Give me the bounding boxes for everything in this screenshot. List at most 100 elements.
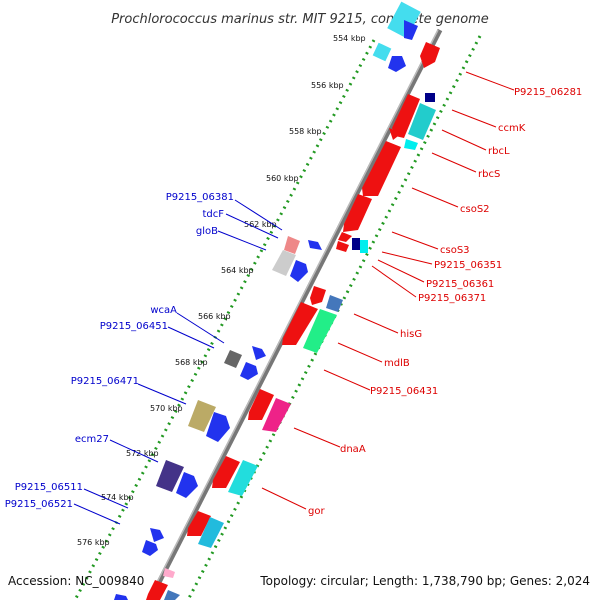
- gene-arrow[interactable]: [362, 141, 401, 196]
- gene-arrow[interactable]: [389, 128, 402, 140]
- gene-block[interactable]: [224, 350, 242, 368]
- leader-line: [371, 265, 417, 298]
- gene-block[interactable]: [360, 240, 368, 253]
- right-gene-labels: P9215_06281 ccmK rbcL rbcS csoS2 csoS3 P…: [308, 87, 582, 517]
- gene-arrow[interactable]: [206, 412, 230, 442]
- gene-label[interactable]: ccmK: [498, 123, 526, 134]
- leader-line: [465, 71, 515, 91]
- tick-label: 562 kbp: [244, 220, 277, 229]
- gene-label[interactable]: wcaA: [150, 305, 177, 316]
- leader-line: [234, 199, 283, 231]
- gene-label[interactable]: P9215_06511: [15, 482, 83, 493]
- gene-arrow[interactable]: [338, 232, 352, 242]
- gene-arrow[interactable]: [212, 456, 240, 488]
- gene-block[interactable]: [272, 250, 296, 276]
- gene-block[interactable]: [164, 590, 180, 600]
- gene-label[interactable]: P9215_06521: [5, 499, 73, 510]
- tick-labels: 554 kbp 556 kbp 558 kbp 560 kbp 562 kbp …: [77, 34, 366, 547]
- gene-block[interactable]: [326, 295, 343, 312]
- gene-arrow[interactable]: [187, 511, 211, 536]
- gene-block[interactable]: [404, 139, 418, 150]
- gene-block[interactable]: [372, 42, 392, 62]
- leader-line: [441, 129, 487, 151]
- gene-label[interactable]: P9215_06361: [426, 279, 494, 290]
- leader-line: [381, 251, 433, 265]
- tick-label: 566 kbp: [198, 312, 231, 321]
- gene-arrow[interactable]: [310, 286, 326, 305]
- left-label-leaders: [73, 199, 283, 525]
- tick-label: 574 kbp: [101, 493, 134, 502]
- gene-label[interactable]: P9215_06351: [434, 260, 502, 271]
- gene-block[interactable]: [188, 400, 216, 432]
- leader-line: [109, 439, 159, 463]
- leader-line: [391, 231, 439, 250]
- tick-label: 558 kbp: [289, 127, 322, 136]
- gene-arrow[interactable]: [404, 20, 418, 40]
- gene-label[interactable]: hisG: [400, 329, 422, 340]
- gene-label[interactable]: rbcL: [488, 146, 510, 157]
- gene-label[interactable]: P9215_06431: [370, 386, 438, 397]
- leader-line: [225, 213, 279, 239]
- gene-label[interactable]: mdlB: [384, 358, 410, 369]
- gene-arrow[interactable]: [290, 260, 308, 282]
- leader-line: [261, 487, 307, 510]
- gene-arrow[interactable]: [150, 528, 164, 542]
- inner-dotted-track: [186, 35, 482, 600]
- gene-label[interactable]: tdcF: [202, 209, 224, 220]
- leader-line: [451, 109, 497, 128]
- gene-arrow[interactable]: [392, 94, 420, 138]
- left-gene-labels: P9215_06381 tdcF gloB wcaA P9215_06451 P…: [5, 192, 234, 510]
- tick-label: 570 kbp: [150, 404, 183, 413]
- gene-arrow[interactable]: [240, 362, 258, 380]
- gene-block[interactable]: [425, 93, 435, 102]
- gene-block[interactable]: [262, 398, 291, 432]
- leader-line: [83, 488, 129, 509]
- gene-label[interactable]: P9215_06381: [166, 192, 234, 203]
- gene-arrow[interactable]: [336, 241, 349, 252]
- gene-block[interactable]: [198, 517, 224, 548]
- gene-arrow[interactable]: [252, 346, 266, 360]
- gene-arrow[interactable]: [146, 580, 168, 600]
- gene-arrow[interactable]: [176, 472, 198, 498]
- gene-arrow[interactable]: [308, 240, 322, 250]
- gene-label[interactable]: csoS2: [460, 204, 490, 215]
- gene-label[interactable]: P9215_06371: [418, 293, 486, 304]
- topology-text: Topology: circular; Length: 1,738,790 bp…: [260, 574, 590, 588]
- gene-label[interactable]: dnaA: [340, 444, 366, 455]
- gene-block[interactable]: [352, 238, 360, 250]
- gene-block[interactable]: [284, 236, 300, 254]
- gene-label[interactable]: gloB: [196, 226, 218, 237]
- gene-block[interactable]: [228, 460, 258, 496]
- leader-line: [353, 313, 399, 334]
- leader-line: [217, 230, 267, 251]
- gene-arrow[interactable]: [114, 594, 128, 600]
- gene-label[interactable]: P9215_06451: [100, 321, 168, 332]
- gene-label[interactable]: rbcS: [478, 169, 500, 180]
- tick-label: 560 kbp: [266, 174, 299, 183]
- right-label-leaders: [261, 71, 515, 510]
- gene-label[interactable]: P9215_06281: [514, 87, 582, 98]
- gene-arrow[interactable]: [420, 42, 440, 68]
- gene-arrow[interactable]: [248, 389, 274, 420]
- gene-label[interactable]: csoS3: [440, 245, 470, 256]
- gene-label[interactable]: P9215_06471: [71, 376, 139, 387]
- gene-label[interactable]: gor: [308, 506, 325, 517]
- outer-dotted-track: [73, 39, 376, 600]
- gene-arrow[interactable]: [282, 302, 318, 345]
- gene-block[interactable]: [156, 460, 184, 492]
- accession-text: Accession: NC_009840: [8, 574, 145, 588]
- gene-arrow[interactable]: [343, 194, 372, 232]
- gene-arrow[interactable]: [388, 56, 406, 72]
- leader-line: [411, 187, 459, 208]
- genome-backbone-highlight: [147, 29, 439, 600]
- leader-line: [176, 312, 225, 344]
- gene-block[interactable]: [303, 309, 337, 353]
- leader-line: [377, 259, 425, 283]
- gene-label[interactable]: ecm27: [75, 434, 109, 445]
- tick-label: 564 kbp: [221, 266, 254, 275]
- leader-line: [431, 152, 477, 173]
- gene-arrow[interactable]: [142, 540, 158, 556]
- gene-block[interactable]: [163, 568, 175, 578]
- leader-line: [137, 383, 187, 405]
- gene-block[interactable]: [408, 103, 436, 140]
